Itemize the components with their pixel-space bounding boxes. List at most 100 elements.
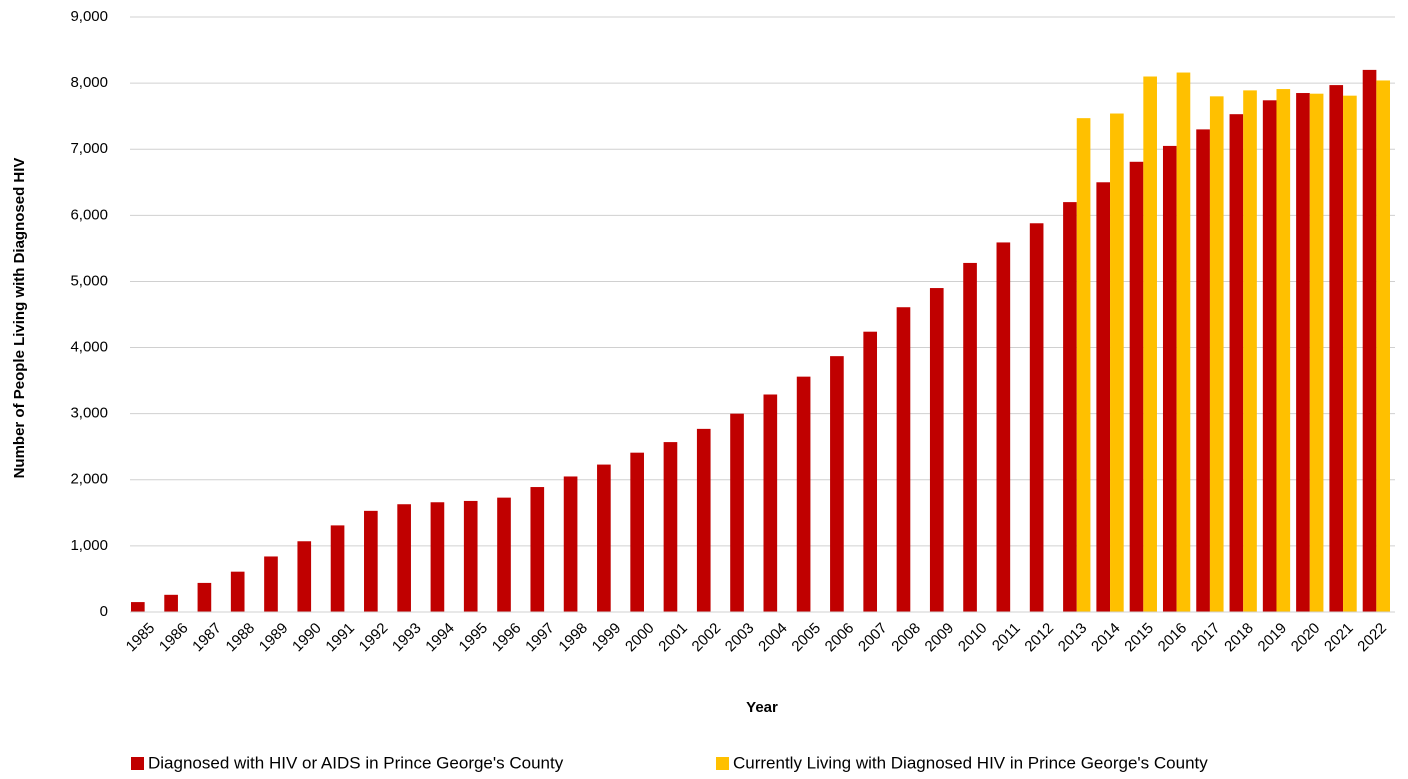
y-tick-label: 3,000 — [70, 405, 108, 422]
bar — [197, 582, 212, 612]
x-tick-label: 2013 — [1055, 620, 1091, 656]
bar — [1309, 93, 1324, 612]
x-tick-label: 2021 — [1321, 620, 1357, 656]
x-tick-label: 1991 — [322, 620, 358, 656]
x-tick-label: 2007 — [855, 620, 891, 656]
x-tick-label: 2011 — [989, 620, 1024, 655]
bar — [164, 594, 178, 612]
x-tick-label: 1993 — [389, 620, 425, 656]
x-tick-label: 2010 — [955, 620, 991, 656]
bar — [230, 571, 245, 612]
x-tick-label: 2002 — [689, 620, 725, 656]
bar — [763, 394, 778, 612]
bar — [730, 413, 744, 612]
bar — [630, 452, 644, 612]
x-tick-label: 1995 — [456, 620, 492, 656]
bar — [563, 476, 578, 612]
y-tick-label: 0 — [100, 603, 108, 620]
legend-label: Diagnosed with HIV or AIDS in Prince Geo… — [148, 753, 564, 772]
bar — [863, 331, 878, 612]
bar — [1276, 89, 1291, 613]
bar — [264, 556, 278, 612]
bar — [1296, 93, 1310, 613]
x-tick-label: 1994 — [422, 620, 458, 656]
bar — [929, 288, 944, 612]
bar — [1343, 95, 1357, 612]
bar — [463, 500, 478, 612]
x-tick-label: 1992 — [356, 620, 392, 656]
x-tick-label: 1997 — [522, 620, 558, 656]
x-tick-label: 1999 — [589, 620, 625, 656]
x-tick-label: 2012 — [1021, 620, 1057, 656]
x-tick-label: 2019 — [1255, 620, 1291, 656]
bar — [1196, 129, 1210, 612]
x-tick-label: 1989 — [256, 620, 292, 656]
bar — [597, 464, 611, 612]
y-tick-label: 7,000 — [70, 140, 108, 157]
legend-swatch — [716, 757, 729, 770]
x-tick-label: 1986 — [156, 620, 192, 656]
y-axis-title: Number of People Living with Diagnosed H… — [11, 158, 28, 479]
x-tick-label: 2001 — [655, 620, 691, 656]
bar — [1162, 145, 1177, 612]
x-tick-label: 2015 — [1121, 620, 1157, 656]
x-tick-label: 1990 — [289, 620, 325, 656]
bar — [1209, 96, 1224, 613]
x-tick-label: 2008 — [888, 620, 924, 656]
bar — [330, 525, 345, 612]
x-axis-title: Year — [746, 699, 778, 716]
bar — [130, 602, 145, 612]
x-tick-label: 2022 — [1354, 620, 1390, 656]
x-tick-label: 2004 — [755, 620, 791, 656]
bar — [1096, 182, 1111, 612]
x-tick-label: 2020 — [1288, 620, 1324, 656]
bar — [1063, 202, 1077, 612]
bar — [796, 376, 811, 612]
y-tick-label: 2,000 — [70, 471, 108, 488]
bar — [830, 356, 844, 612]
bar — [397, 504, 411, 612]
bar — [1229, 114, 1244, 612]
x-tick-label: 2005 — [788, 620, 824, 656]
bar — [530, 487, 545, 612]
bar — [1329, 85, 1344, 613]
bar — [896, 307, 911, 612]
bar — [696, 428, 711, 612]
x-tick-label: 2003 — [722, 620, 758, 656]
bar — [1029, 223, 1044, 612]
y-tick-label: 8,000 — [70, 74, 108, 91]
bar — [430, 502, 445, 612]
x-tick-label: 1987 — [189, 620, 225, 656]
x-tick-label: 2014 — [1088, 620, 1124, 656]
bar — [1143, 76, 1157, 612]
bar — [1362, 69, 1377, 612]
bar — [1376, 80, 1391, 612]
x-tick-label: 1988 — [223, 620, 259, 656]
bar — [963, 262, 977, 612]
y-tick-label: 1,000 — [70, 537, 108, 554]
bar — [297, 541, 312, 612]
x-tick-label: 2009 — [922, 620, 958, 656]
legend-label: Currently Living with Diagnosed HIV in P… — [733, 753, 1208, 772]
x-tick-label: 2006 — [822, 620, 858, 656]
y-tick-label: 5,000 — [70, 272, 108, 289]
bar — [1076, 118, 1091, 613]
bar — [996, 242, 1011, 612]
x-tick-label: 2017 — [1188, 620, 1224, 656]
bar — [497, 497, 511, 612]
bar — [1110, 113, 1124, 613]
bar — [1262, 100, 1277, 613]
bar — [1176, 72, 1191, 613]
bar — [1243, 90, 1257, 613]
y-tick-label: 4,000 — [70, 339, 108, 356]
x-tick-label: 2000 — [622, 620, 658, 656]
y-tick-label: 9,000 — [70, 8, 108, 25]
y-tick-label: 6,000 — [70, 206, 108, 223]
x-tick-label: 1985 — [123, 620, 159, 656]
bar — [663, 442, 678, 612]
x-tick-label: 1996 — [489, 620, 525, 656]
bar — [364, 510, 378, 612]
bar — [1129, 161, 1144, 613]
x-tick-label: 2016 — [1155, 620, 1191, 656]
